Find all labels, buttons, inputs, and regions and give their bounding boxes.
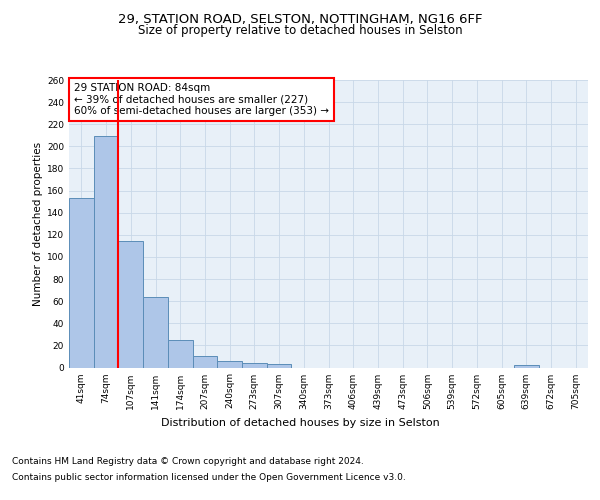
- Text: Size of property relative to detached houses in Selston: Size of property relative to detached ho…: [137, 24, 463, 37]
- Bar: [242, 363, 267, 368]
- Text: Distribution of detached houses by size in Selston: Distribution of detached houses by size …: [161, 418, 439, 428]
- Bar: [514, 366, 539, 368]
- Text: 29, STATION ROAD, SELSTON, NOTTINGHAM, NG16 6FF: 29, STATION ROAD, SELSTON, NOTTINGHAM, N…: [118, 12, 482, 26]
- Bar: [193, 356, 217, 368]
- Bar: [168, 340, 193, 367]
- Bar: [267, 364, 292, 368]
- Y-axis label: Number of detached properties: Number of detached properties: [33, 142, 43, 306]
- Text: Contains public sector information licensed under the Open Government Licence v3: Contains public sector information licen…: [12, 472, 406, 482]
- Bar: [143, 296, 168, 368]
- Text: Contains HM Land Registry data © Crown copyright and database right 2024.: Contains HM Land Registry data © Crown c…: [12, 458, 364, 466]
- Bar: [94, 136, 118, 368]
- Bar: [69, 198, 94, 368]
- Bar: [217, 361, 242, 368]
- Bar: [118, 242, 143, 368]
- Text: 29 STATION ROAD: 84sqm
← 39% of detached houses are smaller (227)
60% of semi-de: 29 STATION ROAD: 84sqm ← 39% of detached…: [74, 83, 329, 116]
